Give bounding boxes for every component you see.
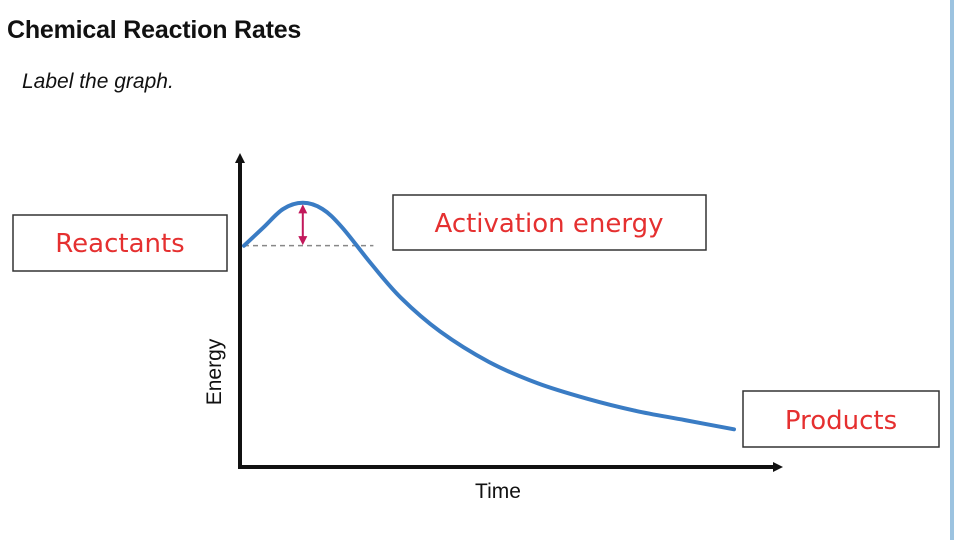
x-axis-label: Time bbox=[475, 480, 521, 503]
products-label-box: Products bbox=[742, 390, 940, 448]
slide-edge-accent bbox=[950, 0, 954, 540]
energy-curve bbox=[242, 200, 736, 432]
activation-energy-label-box: Activation energy bbox=[392, 194, 707, 251]
products-label: Products bbox=[785, 406, 897, 436]
instruction-text: Label the graph. bbox=[22, 70, 174, 93]
reactants-label-box: Reactants bbox=[12, 214, 228, 272]
page-title: Chemical Reaction Rates bbox=[7, 16, 302, 44]
reactants-label: Reactants bbox=[55, 229, 184, 259]
activation-energy-label: Activation energy bbox=[434, 209, 663, 239]
y-axis-label: Energy bbox=[203, 338, 226, 405]
